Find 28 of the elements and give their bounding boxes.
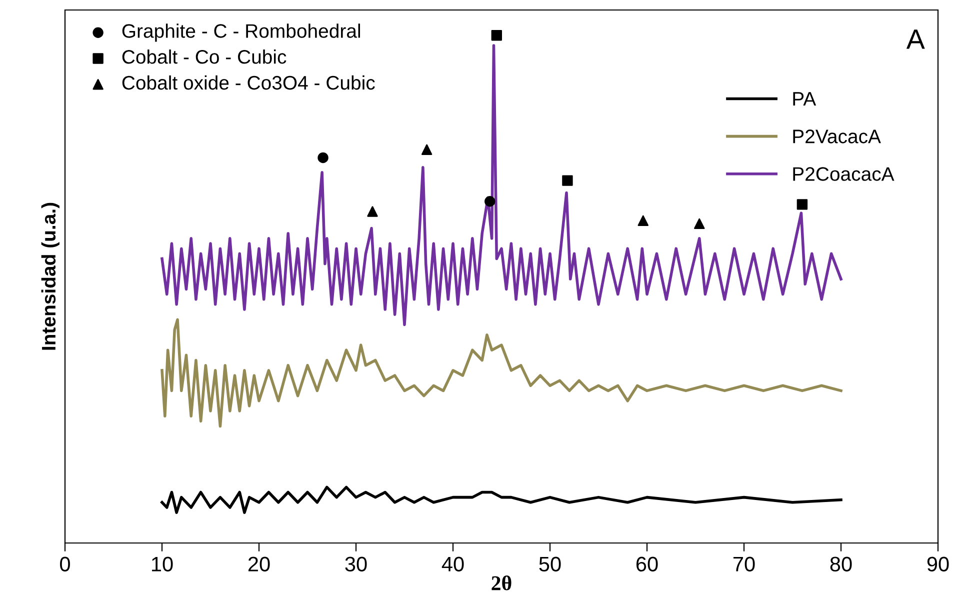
legend-label: Graphite - C - Rombohedral bbox=[122, 24, 360, 42]
x-tick-label: 90 bbox=[927, 556, 949, 572]
x-tick-label: 40 bbox=[442, 556, 464, 572]
point bbox=[484, 196, 496, 207]
legend-label: Cobalt - Co - Cubic bbox=[122, 50, 286, 64]
x-tick-label: 0 bbox=[60, 556, 70, 572]
point bbox=[694, 218, 705, 230]
legend-label: PA bbox=[793, 92, 816, 106]
legend-label: P2CoacacA bbox=[793, 167, 894, 181]
x-tick-label: 30 bbox=[345, 556, 367, 572]
point bbox=[638, 215, 648, 226]
legend-label: Cobalt oxide - Co3O4 - Cubic bbox=[122, 75, 375, 90]
x-tick-label: 20 bbox=[248, 556, 270, 572]
point bbox=[318, 152, 328, 164]
point bbox=[491, 30, 502, 41]
y-axis-title: Intensidad (u.a.) bbox=[41, 202, 60, 350]
x-axis-title: 2θ bbox=[492, 576, 512, 590]
x-tick-label: 80 bbox=[830, 556, 852, 572]
legend-label: P2VacacA bbox=[793, 130, 881, 144]
x-tick-label: 50 bbox=[539, 556, 561, 572]
annotation: A bbox=[906, 30, 925, 49]
x-tick-label: 60 bbox=[636, 556, 658, 572]
point bbox=[562, 175, 573, 186]
x-tick-label: 70 bbox=[733, 556, 755, 572]
point bbox=[367, 206, 378, 217]
point bbox=[421, 144, 432, 155]
x-tick-label: 10 bbox=[152, 556, 173, 572]
point bbox=[796, 199, 808, 210]
